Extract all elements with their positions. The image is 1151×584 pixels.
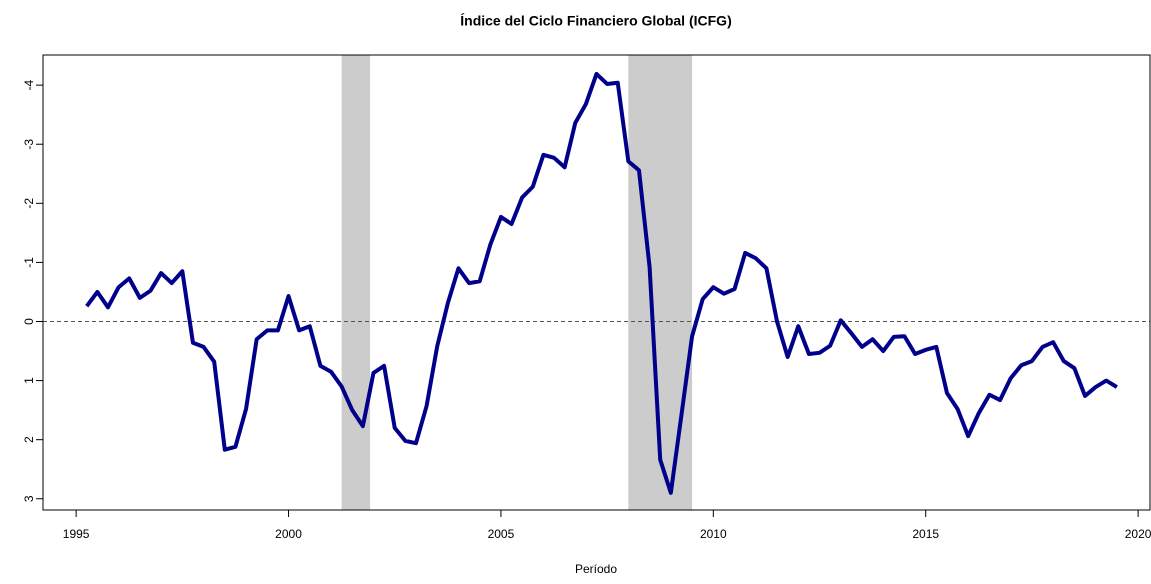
- y-tick-label: -1: [22, 257, 36, 268]
- y-tick-label: -3: [22, 139, 36, 150]
- x-axis-label: Período: [575, 562, 617, 576]
- x-tick-label: 2005: [488, 527, 515, 541]
- y-tick-label: 1: [22, 377, 36, 384]
- y-tick-label: 3: [22, 495, 36, 502]
- x-tick-label: 2020: [1125, 527, 1151, 541]
- y-tick-label: 2: [22, 436, 36, 443]
- y-tick-label: -4: [22, 79, 36, 90]
- shaded-period: [341, 55, 371, 510]
- y-tick-label: 0: [22, 318, 36, 325]
- chart-title: Índice del Ciclo Financiero Global (ICFG…: [460, 13, 731, 29]
- x-tick-label: 1995: [63, 527, 90, 541]
- x-tick-label: 2010: [700, 527, 727, 541]
- y-tick-label: -2: [22, 198, 36, 209]
- x-tick-label: 2015: [912, 527, 939, 541]
- plot-frame: [42, 54, 1151, 511]
- series-line: [85, 71, 1118, 495]
- x-tick-label: 2000: [275, 527, 302, 541]
